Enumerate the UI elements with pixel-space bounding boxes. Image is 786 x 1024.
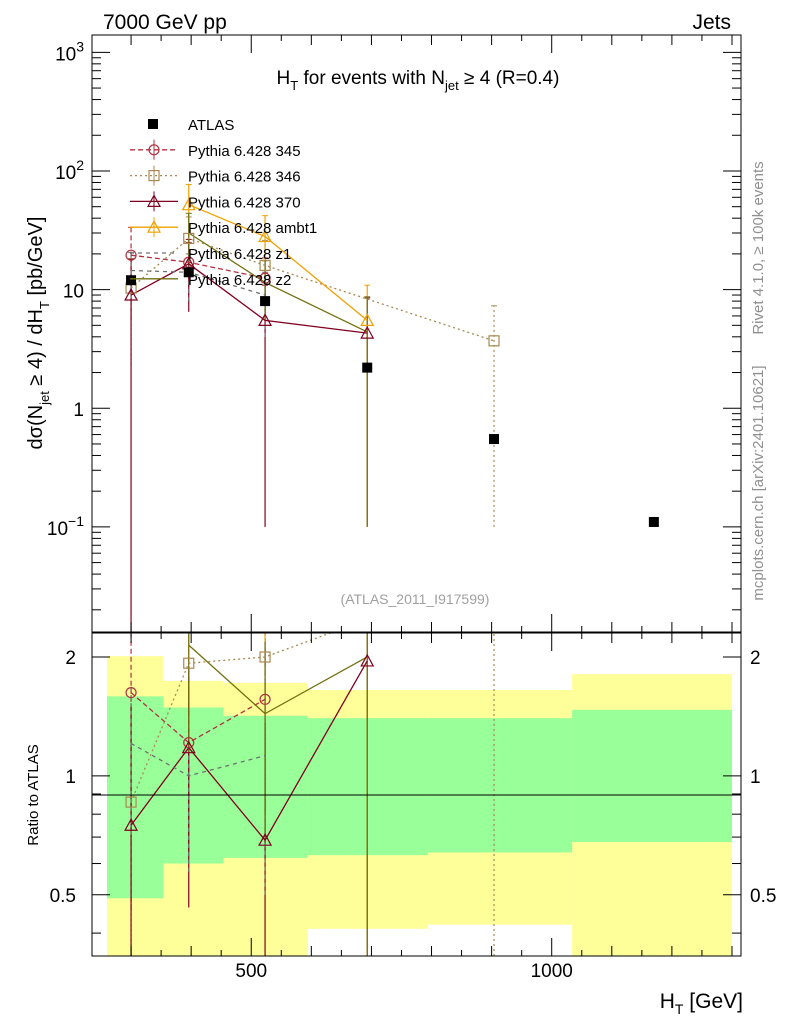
inner-band-3 bbox=[307, 718, 428, 856]
legend-label-2: Pythia 6.428 370 bbox=[188, 194, 301, 211]
ratio-frame bbox=[91, 632, 742, 957]
uncertainty-bands bbox=[107, 656, 732, 956]
series-3-line bbox=[188, 204, 368, 321]
ratio-series-lines bbox=[130, 633, 368, 842]
series-0-ratio-point-1 bbox=[183, 736, 195, 749]
y-tick-label-3: 1 bbox=[73, 400, 84, 421]
series-2-ratio-point-3 bbox=[360, 653, 375, 667]
atlas-point-3 bbox=[362, 362, 373, 373]
ratio-axis-title: Ratio to ATLAS bbox=[25, 744, 42, 845]
legend-marker-1 bbox=[148, 170, 160, 182]
legend-marker-0 bbox=[148, 144, 160, 156]
series-1-ratio-point-1 bbox=[183, 657, 195, 669]
series-0-point-2 bbox=[259, 272, 271, 284]
series-0-point-0 bbox=[125, 249, 137, 261]
series-2-point-0 bbox=[124, 287, 139, 301]
energy-label: 7000 GeV pp bbox=[103, 11, 227, 34]
plot-title: HT for events with Njet ≥ 4 (R=0.4) bbox=[277, 68, 560, 93]
inner-band-1 bbox=[163, 707, 224, 864]
legend-atlas-label: ATLAS bbox=[188, 117, 234, 134]
rivet-label: Rivet 4.1.0, ≥ 100k events bbox=[750, 161, 767, 334]
series-0-line bbox=[130, 254, 266, 279]
atlas-point-4 bbox=[489, 434, 500, 445]
main-series-lines bbox=[130, 204, 495, 342]
legend-label-1: Pythia 6.428 346 bbox=[188, 169, 301, 186]
ratio-tick-label-2: 2 bbox=[65, 648, 76, 669]
series-5-line bbox=[188, 232, 368, 333]
inner-band-4 bbox=[427, 718, 573, 853]
analysis-watermark: (ATLAS_2011_I917599) bbox=[341, 591, 490, 607]
inner-band-5 bbox=[572, 709, 732, 843]
series-1-ratio-point-0 bbox=[125, 796, 137, 808]
ratio-tick-label-right-0: 0.5 bbox=[750, 886, 776, 907]
main-series-markers bbox=[124, 197, 500, 347]
series-2-ratio-line bbox=[130, 660, 368, 842]
series-3-point-1 bbox=[258, 229, 273, 243]
ratio-series-markers bbox=[124, 567, 499, 846]
legend-label-3: Pythia 6.428 ambt1 bbox=[188, 220, 317, 237]
legend-marker-2 bbox=[146, 194, 162, 207]
series-3-point-0 bbox=[181, 197, 196, 211]
series-5-ratio-line bbox=[188, 644, 368, 715]
series-3-ratio-point-0 bbox=[183, 567, 195, 578]
x-tick-label-0: 500 bbox=[235, 961, 267, 982]
atlas-point-5 bbox=[648, 516, 659, 527]
series-0-ratio-point-2 bbox=[259, 693, 271, 705]
series-1-point-2 bbox=[259, 259, 271, 271]
series-1-line bbox=[130, 237, 495, 342]
series-2-point-2 bbox=[258, 313, 273, 327]
ratio-tick-label-right-2: 2 bbox=[750, 648, 761, 669]
process-label: Jets bbox=[692, 11, 731, 34]
series-1-point-3 bbox=[488, 335, 500, 347]
legend-label-0: Pythia 6.428 345 bbox=[188, 143, 301, 160]
ratio-tick-label-right-1: 1 bbox=[750, 767, 761, 788]
y-tick-label-1: 102 bbox=[55, 157, 84, 184]
axis-ticks bbox=[92, 35, 741, 956]
series-3-point-2 bbox=[360, 313, 375, 327]
legend: ATLAS Pythia 6.428 345 Pythia 6.428 346 Pyt… bbox=[130, 117, 317, 289]
atlas-point-2 bbox=[260, 296, 271, 307]
series-2-point-3 bbox=[360, 325, 375, 339]
x-axis-title: HT [GeV] bbox=[660, 990, 743, 1017]
legend-label-5: Pythia 6.428 z2 bbox=[188, 272, 291, 289]
series-2-ratio-point-0 bbox=[124, 817, 139, 831]
series-2-ratio-point-1 bbox=[181, 740, 196, 754]
series-0-ratio-point-0 bbox=[125, 686, 137, 699]
series-1-ratio-point-2 bbox=[259, 651, 271, 663]
main-frame bbox=[91, 34, 742, 633]
ratio-tick-label-1: 1 bbox=[65, 767, 76, 788]
series-3-ratio-point-1 bbox=[259, 567, 271, 578]
y-tick-label-4: 10−1 bbox=[47, 513, 84, 540]
legend-label-4: Pythia 6.428 z1 bbox=[188, 246, 291, 263]
atlas-point-0 bbox=[126, 275, 137, 286]
x-tick-label-1: 1000 bbox=[531, 961, 573, 982]
series-4-ratio-line bbox=[130, 742, 266, 777]
series-1-ratio-line bbox=[130, 633, 333, 803]
atlas-data-points bbox=[126, 267, 659, 527]
legend-marker-3 bbox=[146, 219, 162, 233]
series-1-ratio-point-3 bbox=[489, 568, 499, 578]
series-2-ratio-point-2 bbox=[258, 832, 273, 846]
atlas-point-1 bbox=[183, 267, 194, 278]
y-tick-label-2: 10 bbox=[63, 282, 84, 303]
main-error-bars bbox=[128, 183, 498, 632]
ratio-tick-label-0: 0.5 bbox=[50, 886, 76, 907]
legend-atlas-marker bbox=[148, 119, 158, 129]
mcplots-label: mcplots.cern.ch [arXiv:2401.10621] bbox=[750, 365, 767, 600]
y-axis-title: dσ(Njet ≥ 4) / dHT [pb/GeV] bbox=[25, 217, 52, 450]
y-tick-label-0: 103 bbox=[55, 38, 84, 65]
series-1-point-1 bbox=[183, 232, 195, 245]
